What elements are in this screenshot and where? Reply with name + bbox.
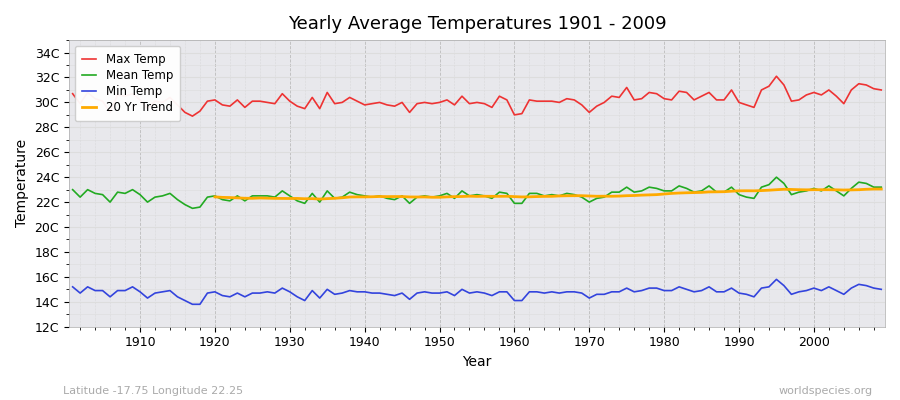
Legend: Max Temp, Mean Temp, Min Temp, 20 Yr Trend: Max Temp, Mean Temp, Min Temp, 20 Yr Tre…: [75, 46, 180, 121]
Max Temp: [771, 74, 782, 79]
Mean Temp: [876, 185, 886, 190]
Min Temp: [876, 287, 886, 292]
Text: worldspecies.org: worldspecies.org: [778, 386, 873, 396]
Max Temp: [127, 91, 138, 96]
Mean Temp: [607, 190, 617, 194]
Min Temp: [187, 302, 198, 307]
Line: 20 Yr Trend: 20 Yr Trend: [215, 189, 881, 199]
Title: Yearly Average Temperatures 1901 - 2009: Yearly Average Temperatures 1901 - 2009: [288, 15, 666, 33]
Max Temp: [345, 95, 356, 100]
20 Yr Trend: [509, 194, 520, 199]
Min Temp: [607, 290, 617, 294]
Min Temp: [517, 298, 527, 303]
Mean Temp: [517, 201, 527, 206]
Max Temp: [876, 88, 886, 92]
Mean Temp: [187, 206, 198, 211]
Max Temp: [300, 106, 310, 111]
X-axis label: Year: Year: [463, 355, 491, 369]
Min Temp: [345, 288, 356, 293]
Min Temp: [771, 277, 782, 282]
Min Temp: [300, 298, 310, 303]
Line: Max Temp: Max Temp: [73, 76, 881, 116]
Mean Temp: [345, 190, 356, 194]
Y-axis label: Temperature: Temperature: [15, 139, 29, 228]
Max Temp: [68, 91, 78, 96]
Min Temp: [127, 284, 138, 289]
Min Temp: [68, 284, 78, 289]
Line: Min Temp: Min Temp: [73, 279, 881, 304]
Mean Temp: [509, 201, 520, 206]
Mean Temp: [68, 187, 78, 192]
Max Temp: [517, 111, 527, 116]
Max Temp: [607, 94, 617, 98]
Mean Temp: [771, 175, 782, 180]
20 Yr Trend: [501, 194, 512, 199]
20 Yr Trend: [876, 187, 886, 192]
Mean Temp: [300, 201, 310, 206]
Text: Latitude -17.75 Longitude 22.25: Latitude -17.75 Longitude 22.25: [63, 386, 243, 396]
Mean Temp: [127, 187, 138, 192]
Line: Mean Temp: Mean Temp: [73, 177, 881, 208]
20 Yr Trend: [337, 195, 347, 200]
20 Yr Trend: [292, 196, 302, 201]
20 Yr Trend: [598, 194, 609, 198]
Min Temp: [509, 298, 520, 303]
Max Temp: [509, 112, 520, 117]
Max Temp: [187, 114, 198, 118]
